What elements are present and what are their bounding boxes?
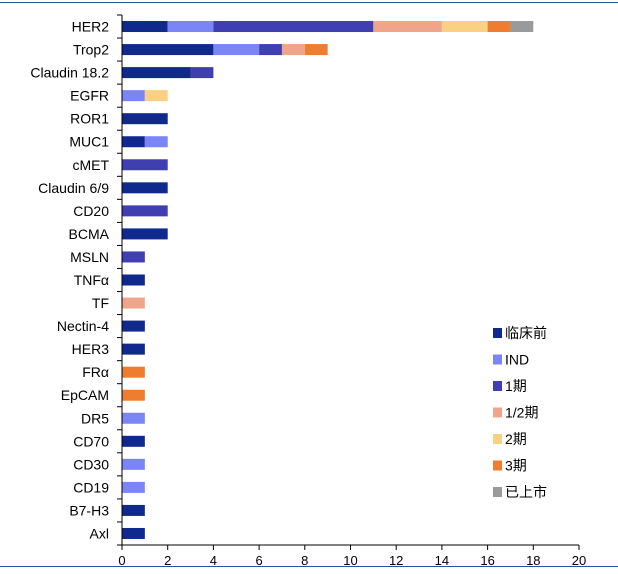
bar-segment <box>167 21 214 33</box>
x-tick-label: 0 <box>118 553 125 566</box>
legend-label: 2期 <box>505 431 527 447</box>
category-label: Claudin 18.2 <box>30 65 109 81</box>
bar-segment <box>144 136 168 148</box>
bar-segment <box>122 320 145 332</box>
category-label: EGFR <box>70 88 109 104</box>
category-label: CD30 <box>73 456 109 472</box>
legend-swatch <box>493 328 502 338</box>
bar-segment <box>122 136 145 148</box>
category-label: CD20 <box>73 203 109 219</box>
x-tick-label: 6 <box>255 553 262 566</box>
x-tick-label: 16 <box>480 553 494 566</box>
category-label: cMET <box>72 157 109 173</box>
category-label: ROR1 <box>70 111 109 127</box>
bar-segment <box>122 458 145 470</box>
bar-segment <box>304 44 328 56</box>
category-label: FRα <box>82 364 109 380</box>
legend-label: 3期 <box>505 458 527 474</box>
bar-segment <box>122 44 214 56</box>
bar-segment <box>122 228 168 240</box>
legend-label: 临床前 <box>505 325 547 341</box>
x-tick-label: 20 <box>572 553 586 566</box>
legend-swatch <box>493 354 502 365</box>
bar-segment <box>122 389 145 401</box>
x-tick-label: 10 <box>343 553 357 566</box>
bar-segment <box>213 44 260 56</box>
bar-segment <box>122 205 168 217</box>
legend-swatch <box>493 434 502 444</box>
category-label: CD19 <box>73 479 109 495</box>
x-tick-label: 14 <box>435 553 449 566</box>
bar-segment <box>122 113 168 125</box>
legend-label: 1/2期 <box>505 405 538 421</box>
category-label: MSLN <box>70 249 109 265</box>
bar-segment <box>122 182 168 194</box>
legend-swatch <box>493 407 502 418</box>
bar-segment <box>122 504 145 516</box>
top-rule <box>0 2 618 3</box>
category-label: B7-H3 <box>69 502 109 518</box>
bar-segment <box>122 527 145 539</box>
category-label: DR5 <box>81 410 109 426</box>
category-label: Nectin-4 <box>57 318 109 334</box>
bar-segment <box>122 90 145 102</box>
x-tick-label: 4 <box>210 553 217 566</box>
bar-segment <box>122 412 145 424</box>
category-label: TF <box>92 295 109 311</box>
bar-segment <box>122 343 145 355</box>
bar-segment <box>144 90 168 102</box>
bar-segment <box>259 44 282 56</box>
bar-segment <box>122 274 145 286</box>
category-label: CD70 <box>73 433 109 449</box>
x-tick-label: 18 <box>526 553 540 566</box>
bar-segment <box>441 21 488 33</box>
bottom-rule <box>0 566 618 567</box>
legend-label: IND <box>505 352 529 368</box>
bar-segment <box>122 481 145 493</box>
legend-label: 1期 <box>505 378 527 394</box>
category-label: Axl <box>90 525 109 541</box>
category-label: TNFα <box>74 272 109 288</box>
legend-swatch <box>493 381 502 391</box>
category-label: Claudin 6/9 <box>38 180 109 196</box>
bar-segment <box>213 21 374 33</box>
bar-segment <box>122 251 145 263</box>
bar-segment <box>122 366 145 378</box>
bar-segment <box>373 21 442 33</box>
legend-swatch <box>493 487 502 497</box>
x-tick-label: 2 <box>164 553 171 566</box>
bar-segment <box>487 21 511 33</box>
category-label: HER2 <box>72 19 110 35</box>
bar-segment <box>122 159 168 171</box>
x-tick-label: 8 <box>301 553 308 566</box>
category-label: BCMA <box>69 226 110 242</box>
bar-segment <box>122 297 145 309</box>
bar-segment <box>281 44 305 56</box>
bar-segment <box>122 21 168 33</box>
category-label: Trop2 <box>73 42 109 58</box>
category-label: MUC1 <box>69 134 109 150</box>
legend-swatch <box>493 460 502 471</box>
category-label: HER3 <box>72 341 110 357</box>
bar-segment <box>122 67 191 79</box>
legend-label: 已上市 <box>505 484 547 500</box>
bar-segment <box>190 67 214 79</box>
bar-segment <box>510 21 534 33</box>
bar-segment <box>122 435 145 447</box>
x-tick-label: 12 <box>389 553 403 566</box>
category-label: EpCAM <box>61 387 109 403</box>
